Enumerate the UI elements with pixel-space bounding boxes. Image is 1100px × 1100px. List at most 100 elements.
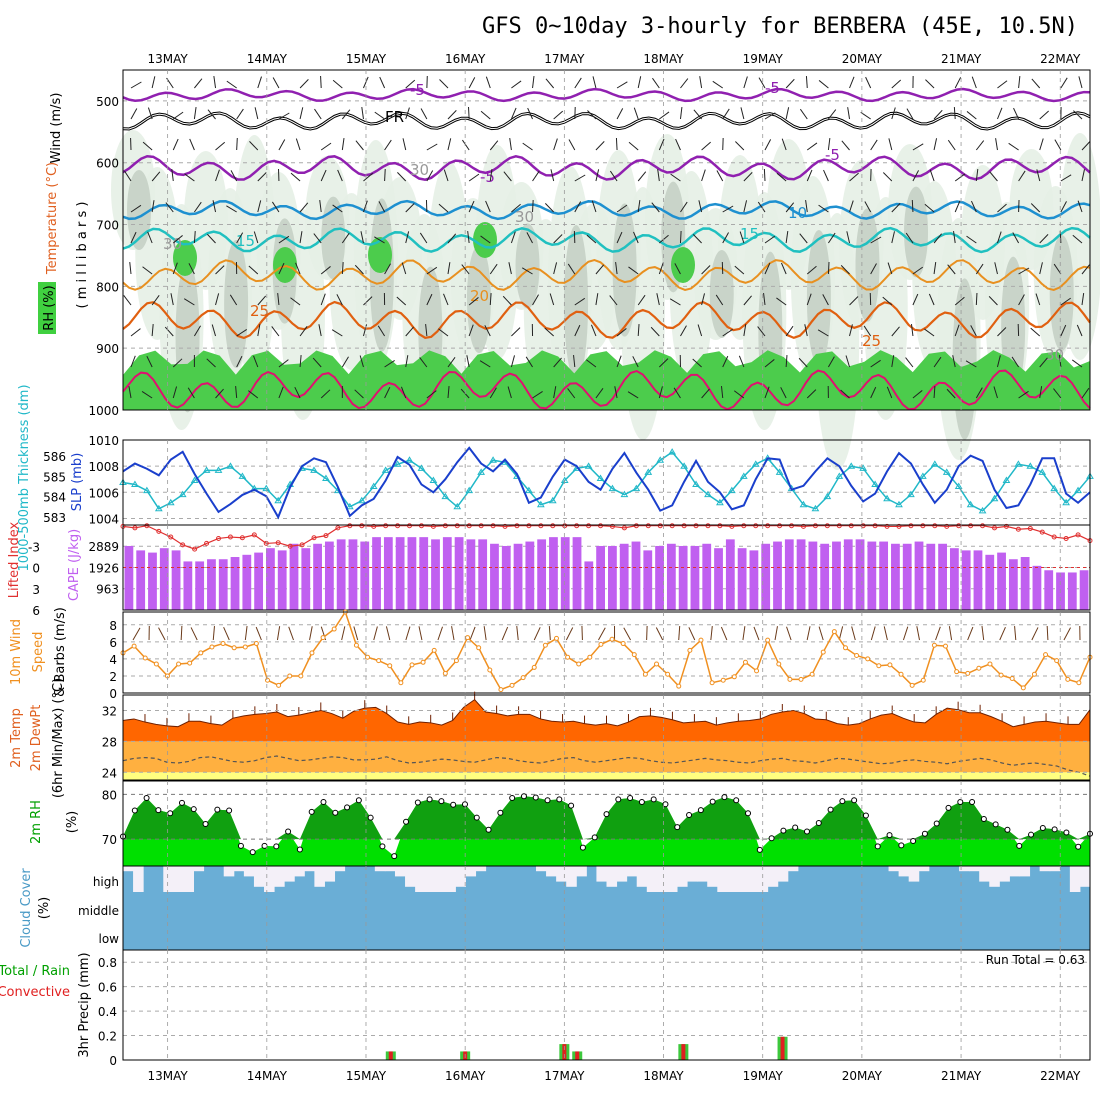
wind-barb <box>193 107 197 120</box>
wind-barb <box>1060 77 1068 89</box>
wind-barb <box>785 107 790 120</box>
wind-barb <box>933 138 938 151</box>
surface-wind-barb <box>655 627 664 641</box>
wind-barb <box>249 141 259 151</box>
thickness-point <box>871 480 879 488</box>
rh2m-tick-label: 80 <box>102 788 117 802</box>
thickness-point <box>238 472 247 479</box>
wind-barb <box>827 261 830 275</box>
rh-mid-region <box>806 230 831 366</box>
surface-wind-barb <box>385 626 391 641</box>
contour-label: 25 <box>250 302 269 320</box>
cloud-high-gap <box>374 866 386 872</box>
rh2m-point <box>226 807 233 814</box>
wind-barb <box>720 386 724 399</box>
cape-bar <box>749 550 759 610</box>
wind-speed-point <box>865 656 871 662</box>
wind-barb <box>510 355 515 368</box>
wind-barb <box>443 293 449 306</box>
wind-speed-point <box>742 659 748 665</box>
wind-barb <box>320 389 331 399</box>
lifted-index-point <box>765 523 771 529</box>
wind-barb <box>679 230 682 244</box>
surface-wind-barb <box>774 626 778 641</box>
thickness-axis-label: 1000-500mb Thickness (dm) <box>17 384 32 571</box>
temp-band-low <box>123 772 1090 780</box>
precip-convective-bar <box>780 1036 785 1060</box>
thickness-point <box>966 500 975 508</box>
pressure-axis-units: ( m i l l i b a r s ) <box>75 202 90 309</box>
thickness-point <box>1050 484 1059 492</box>
wind-barb <box>632 356 639 368</box>
rh2m-axis-label: 2m RH <box>29 800 44 844</box>
thickness-point <box>835 472 844 479</box>
wind-barb <box>277 293 280 306</box>
wind-barb <box>235 386 238 399</box>
wind-barb <box>295 138 301 151</box>
wind-barb <box>758 77 766 89</box>
wind-barb <box>320 75 322 89</box>
wind-barb <box>236 355 243 368</box>
cloud-high-gap <box>304 866 315 872</box>
wind-barb <box>257 324 261 337</box>
wind-speed-point <box>954 669 960 675</box>
lifted-index-point <box>598 523 604 529</box>
lifted-index-point <box>347 523 353 529</box>
wind-barb <box>764 139 772 151</box>
wind-barb <box>722 328 733 337</box>
cape-bar <box>855 539 865 610</box>
wind-barb <box>659 234 669 244</box>
wind-barb <box>522 142 533 151</box>
wind-barb <box>489 263 498 275</box>
rh-label-bg <box>38 282 56 334</box>
li-tick-label: 0 <box>32 562 40 576</box>
wind-speed-point <box>298 673 304 679</box>
wind-barb <box>331 329 343 337</box>
wind10m-axis-label: 10m Wind <box>9 619 24 685</box>
wind-barb <box>299 107 304 120</box>
wind-barb <box>462 139 470 151</box>
wind-speed-point <box>487 667 493 673</box>
lifted-index-point <box>227 534 233 540</box>
wind-barb <box>840 389 850 399</box>
wind-barb <box>123 295 132 306</box>
cloud-high-gap <box>727 866 738 892</box>
wind-barb <box>172 358 183 368</box>
wind-barb <box>912 170 920 182</box>
wind-barb <box>616 204 628 213</box>
wind-barb <box>194 78 203 89</box>
rh2m-point <box>603 811 610 818</box>
wind-barb <box>1039 262 1043 275</box>
wind-barb <box>236 108 244 120</box>
rh2m-point <box>591 834 598 841</box>
wind-barb <box>670 173 681 182</box>
lifted-index-point <box>884 523 890 529</box>
cloud-high-gap <box>163 866 174 892</box>
surface-wind-barb <box>309 626 313 641</box>
pressure-tick-label: 1000 <box>88 404 119 418</box>
rh-patch <box>273 247 297 283</box>
thickness-point <box>907 490 915 498</box>
wind-barb <box>257 76 262 89</box>
wind-barb <box>928 293 935 306</box>
wind-barb <box>743 200 748 213</box>
wind-barb <box>680 201 688 213</box>
lifted-index-point <box>609 523 615 529</box>
thickness-point <box>990 494 999 502</box>
wind-barb <box>438 203 449 213</box>
wind-barb <box>827 232 836 244</box>
wind-barb <box>615 262 618 275</box>
cape-bar <box>419 537 429 610</box>
wind-barb <box>420 108 428 120</box>
wind-speed-point <box>442 670 448 676</box>
contour-minus5-upper <box>122 87 1091 103</box>
day-label-bottom: 19MAY <box>743 1069 784 1083</box>
wind-barb <box>215 265 225 275</box>
wind-barb <box>188 263 195 275</box>
wind-speed-point <box>520 675 526 681</box>
wind-barb <box>165 202 174 213</box>
wind-barb <box>573 355 576 368</box>
surface-wind-barb <box>244 626 248 641</box>
wind-barb <box>637 76 642 89</box>
wind-speed-point <box>898 671 904 677</box>
